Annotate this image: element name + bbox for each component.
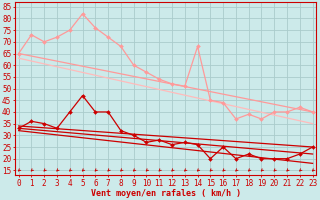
X-axis label: Vent moyen/en rafales ( km/h ): Vent moyen/en rafales ( km/h ): [91, 189, 241, 198]
